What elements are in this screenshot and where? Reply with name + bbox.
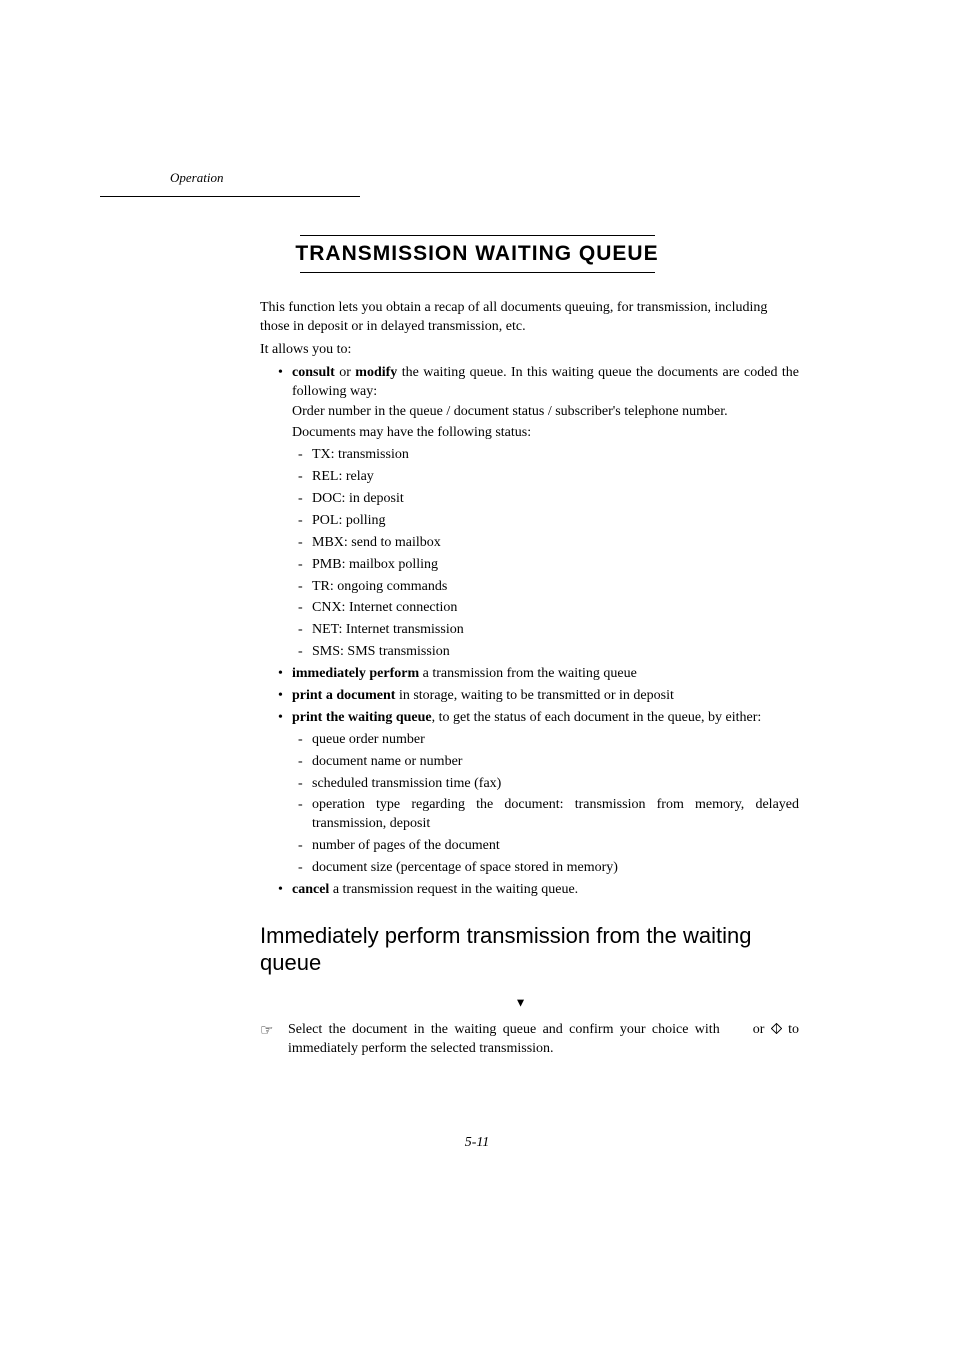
- section-rule-bottom: [300, 272, 655, 273]
- running-header: Operation: [170, 170, 223, 186]
- bold-text: print the waiting queue: [292, 710, 432, 725]
- main-bullet-list: consult or modify the waiting queue. In …: [260, 364, 799, 900]
- body-text: This function lets you obtain a recap of…: [260, 299, 799, 900]
- bold-text: cancel: [292, 882, 329, 897]
- status-item: REL: relay: [298, 468, 799, 487]
- queue-info-list: queue order number document name or numb…: [292, 731, 799, 878]
- status-item: TR: ongoing commands: [298, 578, 799, 597]
- queue-info-item: number of pages of the document: [298, 837, 799, 856]
- status-item: TX: transmission: [298, 446, 799, 465]
- dropdown-arrow-icon: ▼: [515, 995, 527, 1009]
- section-title: TRANSMISSION WAITING QUEUE: [100, 242, 854, 266]
- pointing-hand-icon: ☞: [260, 1021, 288, 1059]
- status-item: SMS: SMS transmission: [298, 643, 799, 662]
- page: Operation TRANSMISSION WAITING QUEUE Thi…: [0, 0, 954, 1351]
- section-title-container: TRANSMISSION WAITING QUEUE: [100, 235, 854, 273]
- status-list: TX: transmission REL: relay DOC: in depo…: [292, 446, 799, 662]
- instruction-text: Select the document in the waiting queue…: [288, 1021, 799, 1059]
- queue-info-item: document name or number: [298, 753, 799, 772]
- status-item: MBX: send to mailbox: [298, 534, 799, 553]
- status-item: NET: Internet transmission: [298, 621, 799, 640]
- text: , to get the status of each document in …: [432, 710, 762, 725]
- text: in storage, waiting to be transmitted or…: [395, 688, 673, 703]
- intro-paragraph: This function lets you obtain a recap of…: [260, 299, 799, 337]
- status-item: DOC: in deposit: [298, 490, 799, 509]
- bold-text: immediately perform: [292, 666, 419, 681]
- text: Select the document in the waiting queue…: [288, 1022, 726, 1037]
- bullet-cancel: cancel a transmission request in the wai…: [278, 881, 799, 900]
- header-rule: [100, 196, 360, 197]
- queue-info-item: operation type regarding the document: t…: [298, 796, 799, 834]
- bullet-consult-modify: consult or modify the waiting queue. In …: [278, 364, 799, 662]
- section-rule-top: [300, 235, 655, 236]
- page-number: 5-11: [0, 1135, 954, 1151]
- text: a transmission request in the waiting qu…: [329, 882, 578, 897]
- queue-info-item: queue order number: [298, 731, 799, 750]
- subsection-title: Immediately perform transmission from th…: [260, 922, 754, 977]
- menu-path-hint: ▼ M 61 OK - COMMANDS / PERFORM: [260, 995, 754, 1011]
- queue-info-item: document size (percentage of space store…: [298, 859, 799, 878]
- bullet-print-document: print a document in storage, waiting to …: [278, 687, 799, 706]
- status-item: PMB: mailbox polling: [298, 556, 799, 575]
- bold-modify: modify: [355, 365, 397, 380]
- text: or: [746, 1022, 770, 1037]
- instruction: ☞ Select the document in the waiting que…: [260, 1021, 799, 1059]
- sub-line: Order number in the queue / document sta…: [292, 403, 799, 422]
- sub-line: Documents may have the following status:: [292, 424, 799, 443]
- diamond-icon: [771, 1022, 782, 1033]
- text: or: [335, 365, 356, 380]
- status-item: CNX: Internet connection: [298, 599, 799, 618]
- menu-path-text: M 61 OK - COMMANDS / PERFORM: [530, 995, 754, 1010]
- queue-info-item: scheduled transmission time (fax): [298, 775, 799, 794]
- ok-key: OK: [726, 1022, 746, 1037]
- bold-consult: consult: [292, 365, 335, 380]
- intro-paragraph-2: It allows you to:: [260, 341, 799, 360]
- status-item: POL: polling: [298, 512, 799, 531]
- bullet-immediately-perform: immediately perform a transmission from …: [278, 665, 799, 684]
- bold-text: print a document: [292, 688, 395, 703]
- text: a transmission from the waiting queue: [419, 666, 637, 681]
- bullet-print-waiting-queue: print the waiting queue, to get the stat…: [278, 709, 799, 878]
